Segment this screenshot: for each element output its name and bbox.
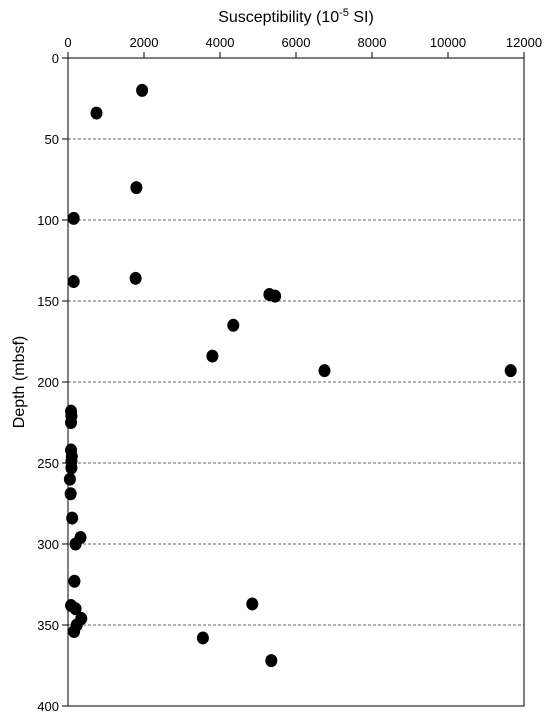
data-point (65, 461, 78, 475)
data-point (63, 472, 76, 486)
data-point (68, 624, 81, 638)
data-point (67, 275, 80, 289)
data-point (65, 416, 78, 429)
x-axis-label-unit: SI) (349, 9, 374, 26)
data-point (246, 597, 259, 611)
y-axis-ticks: 0 50 100 150 200 250 300 350 400 (37, 51, 68, 714)
data-point (90, 106, 103, 120)
data-point (67, 211, 80, 225)
x-tick-label: 6000 (282, 35, 311, 50)
data-point (269, 289, 282, 303)
data-point (66, 511, 79, 525)
data-point (64, 487, 77, 501)
x-tick-label: 2000 (130, 35, 159, 50)
gridlines (68, 138, 524, 626)
data-point (136, 83, 149, 97)
data-point (69, 537, 82, 551)
x-tick-label: 0 (64, 35, 71, 50)
y-axis-label: Depth (mbsf) (11, 336, 28, 428)
data-point (69, 602, 82, 616)
x-tick-label: 8000 (358, 35, 387, 50)
data-point (129, 271, 142, 285)
x-axis-ticks: 0 2000 4000 6000 8000 10000 12000 (64, 35, 542, 58)
x-tick-label: 4000 (206, 35, 235, 50)
x-tick-label: 10000 (430, 35, 466, 50)
data-point (504, 364, 517, 378)
x-axis-label: Susceptibility (10-5 SI) (218, 7, 374, 26)
x-axis-label-main: Susceptibility (10 (218, 9, 339, 26)
data-point (265, 654, 278, 668)
data-point (206, 349, 219, 363)
y-tick-label: 200 (37, 375, 59, 390)
y-tick-label: 350 (37, 618, 59, 633)
y-tick-label: 150 (37, 294, 59, 309)
data-point (227, 318, 240, 332)
x-tick-label: 12000 (506, 35, 542, 50)
y-tick-label: 0 (52, 51, 59, 66)
y-tick-label: 100 (37, 213, 59, 228)
y-tick-label: 400 (37, 699, 59, 714)
y-tick-label: 50 (45, 132, 59, 147)
data-point (196, 631, 209, 645)
data-point (68, 574, 81, 588)
data-point (318, 364, 331, 378)
y-tick-label: 250 (37, 456, 59, 471)
data-points (63, 83, 517, 668)
y-tick-label: 300 (37, 537, 59, 552)
x-axis-label-exponent: -5 (339, 7, 349, 19)
data-point (130, 181, 143, 195)
